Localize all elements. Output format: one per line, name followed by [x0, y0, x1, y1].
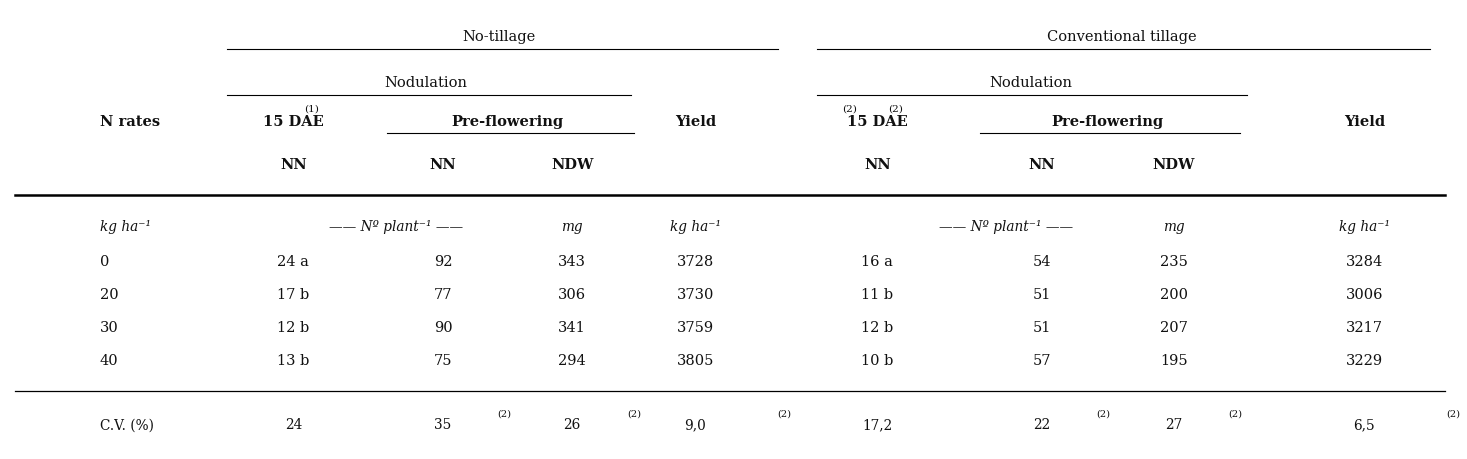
Text: kg ha⁻¹: kg ha⁻¹	[1339, 220, 1389, 234]
Text: mg: mg	[1163, 220, 1184, 234]
Text: 3805: 3805	[676, 354, 714, 368]
Text: 3730: 3730	[676, 288, 714, 302]
Text: (1): (1)	[305, 104, 320, 113]
Text: (2): (2)	[626, 409, 641, 419]
Text: 35: 35	[434, 419, 452, 432]
Text: mg: mg	[562, 220, 582, 234]
Text: 10 b: 10 b	[861, 354, 893, 368]
Text: 51: 51	[1033, 321, 1050, 335]
Text: (2): (2)	[842, 104, 857, 113]
Text: kg ha⁻¹: kg ha⁻¹	[100, 220, 151, 234]
Text: Yield: Yield	[1344, 115, 1385, 129]
Text: 12 b: 12 b	[277, 321, 310, 335]
Text: 17,2: 17,2	[863, 419, 892, 432]
Text: 30: 30	[100, 321, 119, 335]
Text: 306: 306	[557, 288, 587, 302]
Text: 3284: 3284	[1345, 255, 1383, 269]
Text: (2): (2)	[778, 409, 791, 419]
Text: NDW: NDW	[1153, 158, 1194, 172]
Text: 235: 235	[1159, 255, 1188, 269]
Text: 13 b: 13 b	[277, 354, 310, 368]
Text: Nodulation: Nodulation	[384, 76, 467, 90]
Text: 12 b: 12 b	[861, 321, 893, 335]
Text: (2): (2)	[1228, 409, 1243, 419]
Text: C.V. (%): C.V. (%)	[100, 419, 154, 432]
Text: Pre-flowering: Pre-flowering	[452, 115, 563, 129]
Text: 15 DAE: 15 DAE	[263, 115, 324, 129]
Text: NN: NN	[864, 158, 890, 172]
Text: 3728: 3728	[676, 255, 714, 269]
Text: 9,0: 9,0	[685, 419, 706, 432]
Text: 22: 22	[1033, 419, 1050, 432]
Text: 40: 40	[100, 354, 119, 368]
Text: 195: 195	[1160, 354, 1187, 368]
Text: 16 a: 16 a	[861, 255, 893, 269]
Text: 77: 77	[434, 288, 452, 302]
Text: Yield: Yield	[675, 115, 716, 129]
Text: 24: 24	[285, 419, 302, 432]
Text: 20: 20	[100, 288, 119, 302]
Text: 15 DAE: 15 DAE	[846, 115, 908, 129]
Text: No-tillage: No-tillage	[462, 30, 535, 44]
Text: (2): (2)	[1096, 409, 1111, 419]
Text: NN: NN	[280, 158, 307, 172]
Text: 294: 294	[559, 354, 585, 368]
Text: 6,5: 6,5	[1354, 419, 1375, 432]
Text: 3759: 3759	[676, 321, 714, 335]
Text: 27: 27	[1165, 419, 1182, 432]
Text: NN: NN	[430, 158, 456, 172]
Text: 75: 75	[434, 354, 452, 368]
Text: (2): (2)	[497, 409, 512, 419]
Text: 341: 341	[559, 321, 585, 335]
Text: NDW: NDW	[552, 158, 593, 172]
Text: 200: 200	[1159, 288, 1188, 302]
Text: NN: NN	[1028, 158, 1055, 172]
Text: 92: 92	[434, 255, 452, 269]
Text: 24 a: 24 a	[277, 255, 310, 269]
Text: kg ha⁻¹: kg ha⁻¹	[670, 220, 720, 234]
Text: 17 b: 17 b	[277, 288, 310, 302]
Text: —— Nº plant⁻¹ ——: —— Nº plant⁻¹ ——	[329, 220, 464, 234]
Text: N rates: N rates	[100, 115, 160, 129]
Text: 51: 51	[1033, 288, 1050, 302]
Text: 26: 26	[563, 419, 581, 432]
Text: —— Nº plant⁻¹ ——: —— Nº plant⁻¹ ——	[939, 220, 1074, 234]
Text: 57: 57	[1033, 354, 1050, 368]
Text: 0: 0	[100, 255, 109, 269]
Text: Pre-flowering: Pre-flowering	[1052, 115, 1163, 129]
Text: 54: 54	[1033, 255, 1050, 269]
Text: 207: 207	[1159, 321, 1188, 335]
Text: 3006: 3006	[1345, 288, 1383, 302]
Text: 3229: 3229	[1345, 354, 1383, 368]
Text: Conventional tillage: Conventional tillage	[1047, 30, 1197, 44]
Text: Nodulation: Nodulation	[990, 76, 1072, 90]
Text: 90: 90	[434, 321, 452, 335]
Text: 343: 343	[557, 255, 587, 269]
Text: (2): (2)	[888, 104, 902, 113]
Text: (2): (2)	[1446, 409, 1460, 419]
Text: 3217: 3217	[1345, 321, 1383, 335]
Text: 11 b: 11 b	[861, 288, 893, 302]
